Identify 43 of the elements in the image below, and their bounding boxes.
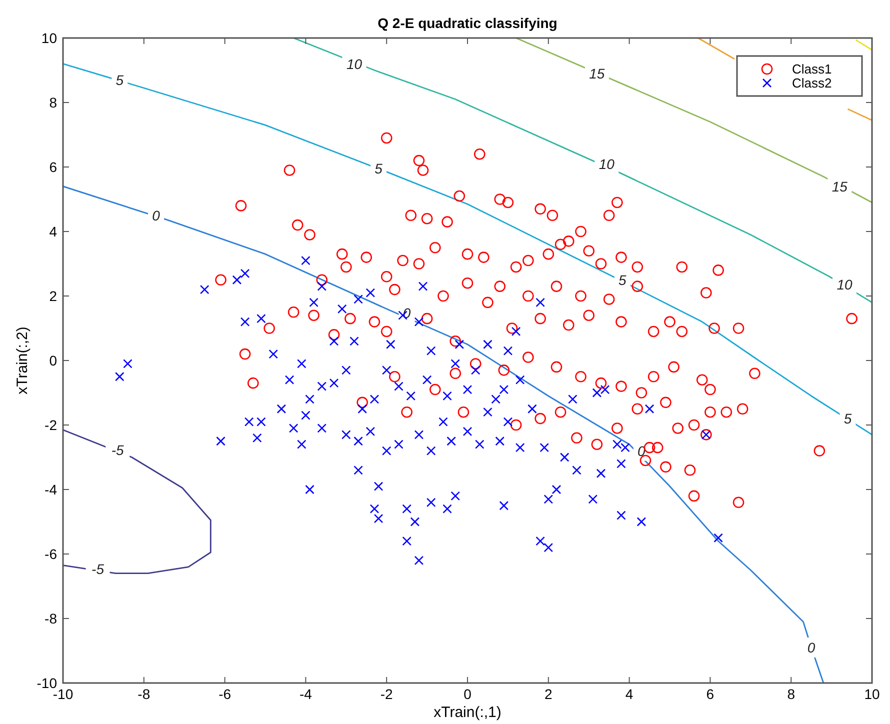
y-tick-label: 0 [49,352,58,368]
line-series [515,38,872,204]
line-series [63,186,824,683]
y-tick-label: -2 [44,417,58,433]
annotation: -5 [92,561,104,578]
annotation: 5 [374,160,383,177]
annotation: 15 [832,178,848,194]
y-axis-title: xTrain(:,2) [14,326,31,394]
annotation: -5 [111,442,124,458]
annotation: 10 [346,56,362,72]
y-tick-label: -10 [36,675,58,691]
x-tick-label: 0 [464,686,472,702]
annotation: 10 [836,276,852,293]
x-tick-label: -2 [380,686,394,702]
line-series [63,429,212,574]
x-tick-label: -8 [138,686,150,702]
y-tick-label: 6 [49,159,58,175]
annotation: 15 [589,65,605,82]
annotation: 0 [152,207,160,224]
y-tick-label: 8 [49,94,58,110]
y-tick-label: 10 [41,30,58,46]
legend-label: Class1 [792,62,832,76]
annotation: 5 [116,72,124,88]
y-tick-label: 2 [49,288,58,304]
x-tick-label: -4 [299,686,312,702]
y-tick-label: -8 [44,610,58,626]
y-tick-label: -4 [44,482,58,498]
x-tick-label: 6 [706,686,714,702]
x-tick-label: 8 [787,686,796,702]
x-axis-title: xTrain(:,1) [434,704,502,721]
legend-label: Class2 [792,76,832,90]
y-tick-label: -6 [44,546,58,562]
y-tick-label: 4 [49,224,58,240]
annotation: 10 [598,156,615,172]
line-series [292,38,872,304]
x-tick-label: 10 [864,686,880,702]
annotation: 5 [844,410,852,427]
x-tick-label: 4 [625,686,634,702]
chart-title: Q 2-E quadratic classifying [378,15,558,31]
annotation: 0 [807,640,816,656]
x-tick-label: -6 [218,686,232,702]
x-tick-label: 2 [544,686,552,702]
annotation: 5 [618,272,627,288]
